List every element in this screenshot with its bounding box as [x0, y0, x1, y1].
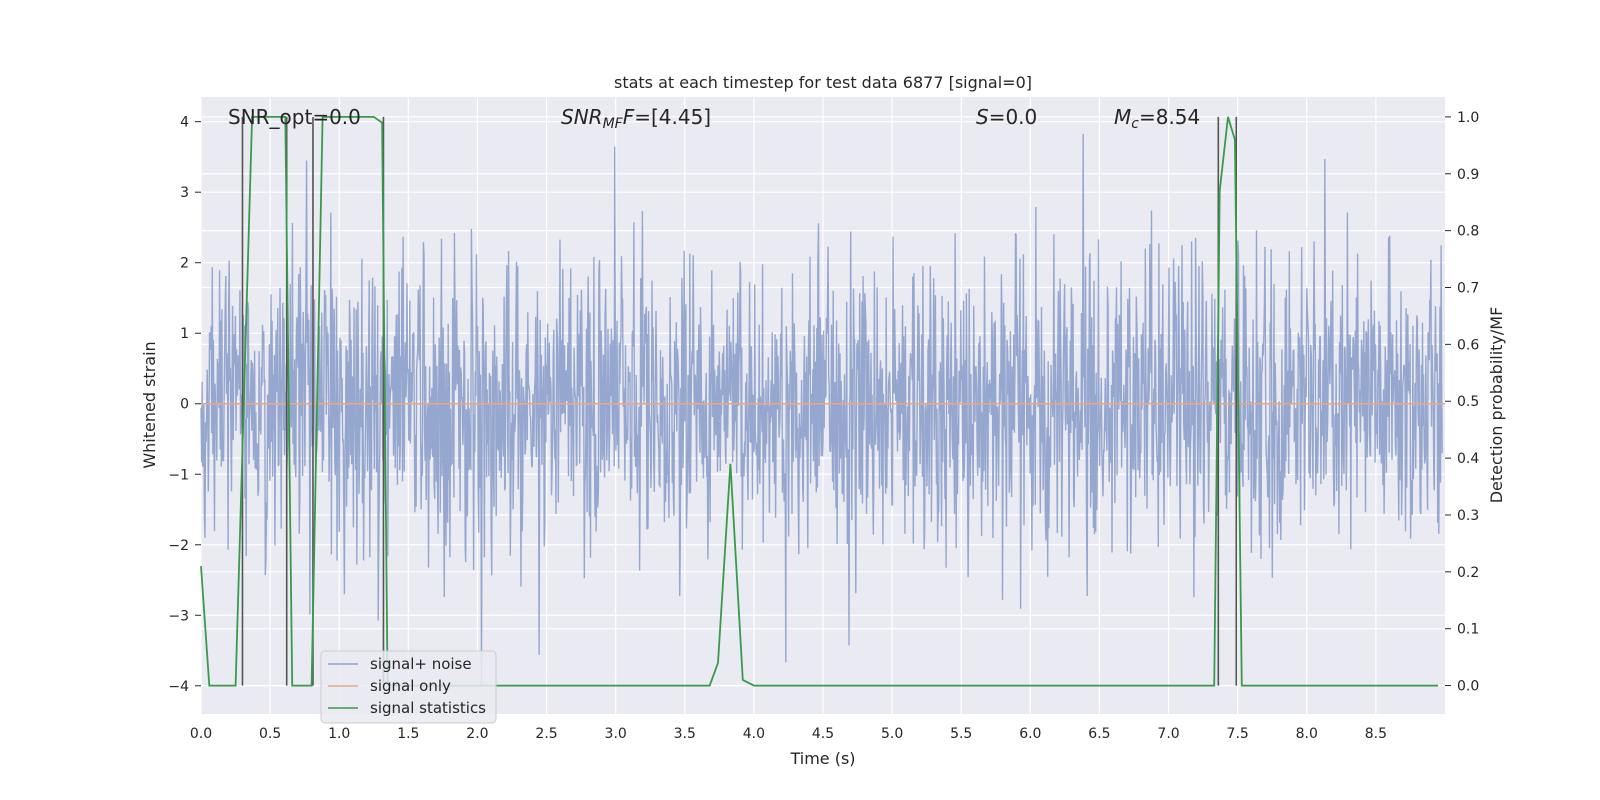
y-tick-label: −4	[168, 679, 189, 695]
chart: 0.0 0.5 1.0 1.5 2.0 2.5 3.0 3.5 4.0 4.5 5.0 5.5 6.0 6…	[0, 0, 1600, 800]
y-right-tick-label: 0.3	[1457, 508, 1479, 524]
annotation-snr-mf-f: F	[623, 105, 635, 129]
y-right-tick-label: 0.4	[1457, 451, 1479, 467]
legend: signal+ noise signal only signal statist…	[321, 651, 496, 723]
x-tick-label: 1.0	[328, 726, 350, 742]
annotation-snr-mf-main: SNR	[561, 105, 603, 129]
annotation-snr-opt: SNR_opt=0.0	[228, 105, 361, 129]
y-axis-ticks: −4 −3 −2 −1 0 1 2 3 4	[168, 115, 201, 695]
chart-title: stats at each timestep for test data 687…	[614, 73, 1032, 92]
legend-label-noise: signal+ noise	[370, 655, 472, 673]
y-right-tick-label: 0.7	[1457, 281, 1479, 297]
annotation-mc-value: =8.54	[1139, 105, 1200, 129]
x-tick-label: 6.5	[1088, 726, 1110, 742]
y-axis-right-label: Detection probability/MF	[1487, 307, 1506, 504]
annotation-mc-main: M	[1114, 105, 1131, 129]
y-axis-label: Whitened strain	[140, 341, 159, 468]
x-tick-label: 4.0	[743, 726, 765, 742]
y-tick-label: −3	[168, 608, 189, 624]
y-right-tick-label: 0.1	[1457, 622, 1479, 638]
annotation-snr-mf-value: =[4.45]	[634, 105, 711, 129]
x-axis-label: Time (s)	[789, 749, 855, 768]
x-tick-label: 2.5	[535, 726, 557, 742]
x-tick-label: 4.5	[812, 726, 834, 742]
y-right-tick-label: 0.6	[1457, 337, 1479, 353]
annotation-s-main: S	[976, 105, 989, 129]
x-tick-label: 5.0	[881, 726, 903, 742]
y-right-tick-label: 1.0	[1457, 110, 1479, 126]
y-right-tick-label: 0.0	[1457, 679, 1479, 695]
x-tick-label: 7.5	[1227, 726, 1249, 742]
x-tick-label: 0.0	[190, 726, 212, 742]
x-tick-label: 8.5	[1365, 726, 1387, 742]
y-tick-label: 2	[180, 256, 189, 272]
x-tick-label: 0.5	[259, 726, 281, 742]
y-tick-label: −1	[168, 467, 189, 483]
y-tick-label: 1	[180, 326, 189, 342]
legend-label-signal-only: signal only	[370, 677, 451, 695]
annotation-snr-mf: SNRMFF=[4.45]	[561, 105, 711, 132]
x-tick-label: 2.0	[466, 726, 488, 742]
y-right-tick-label: 0.2	[1457, 565, 1479, 581]
x-tick-label: 7.0	[1157, 726, 1179, 742]
y-tick-label: 4	[180, 115, 189, 131]
x-tick-label: 1.5	[397, 726, 419, 742]
x-axis-ticks: 0.0 0.5 1.0 1.5 2.0 2.5 3.0 3.5 4.0 4.5 5.0 5.5 6.0 6…	[190, 726, 1387, 742]
legend-label-statistics: signal statistics	[370, 699, 486, 717]
y-right-tick-label: 0.9	[1457, 167, 1479, 183]
y-right-tick-label: 0.5	[1457, 394, 1479, 410]
x-tick-label: 6.0	[1019, 726, 1041, 742]
y-tick-label: 0	[180, 397, 189, 413]
x-tick-label: 3.5	[674, 726, 696, 742]
y-tick-label: 3	[180, 185, 189, 201]
x-tick-label: 8.0	[1296, 726, 1318, 742]
annotation-snr-mf-sub: MF	[603, 116, 624, 132]
annotation-mc: Mc=8.54	[1114, 105, 1200, 132]
y-right-tick-label: 0.8	[1457, 224, 1479, 240]
y-tick-label: −2	[168, 538, 189, 554]
annotation-s-value: =0.0	[989, 105, 1038, 129]
x-tick-label: 5.5	[950, 726, 972, 742]
x-tick-label: 3.0	[605, 726, 627, 742]
y-axis-right-ticks: 0.0 0.1 0.2 0.3 0.4 0.5 0.6 0.7 0.8 0.9 1.0	[1445, 110, 1479, 695]
annotation-s: S=0.0	[976, 105, 1037, 129]
